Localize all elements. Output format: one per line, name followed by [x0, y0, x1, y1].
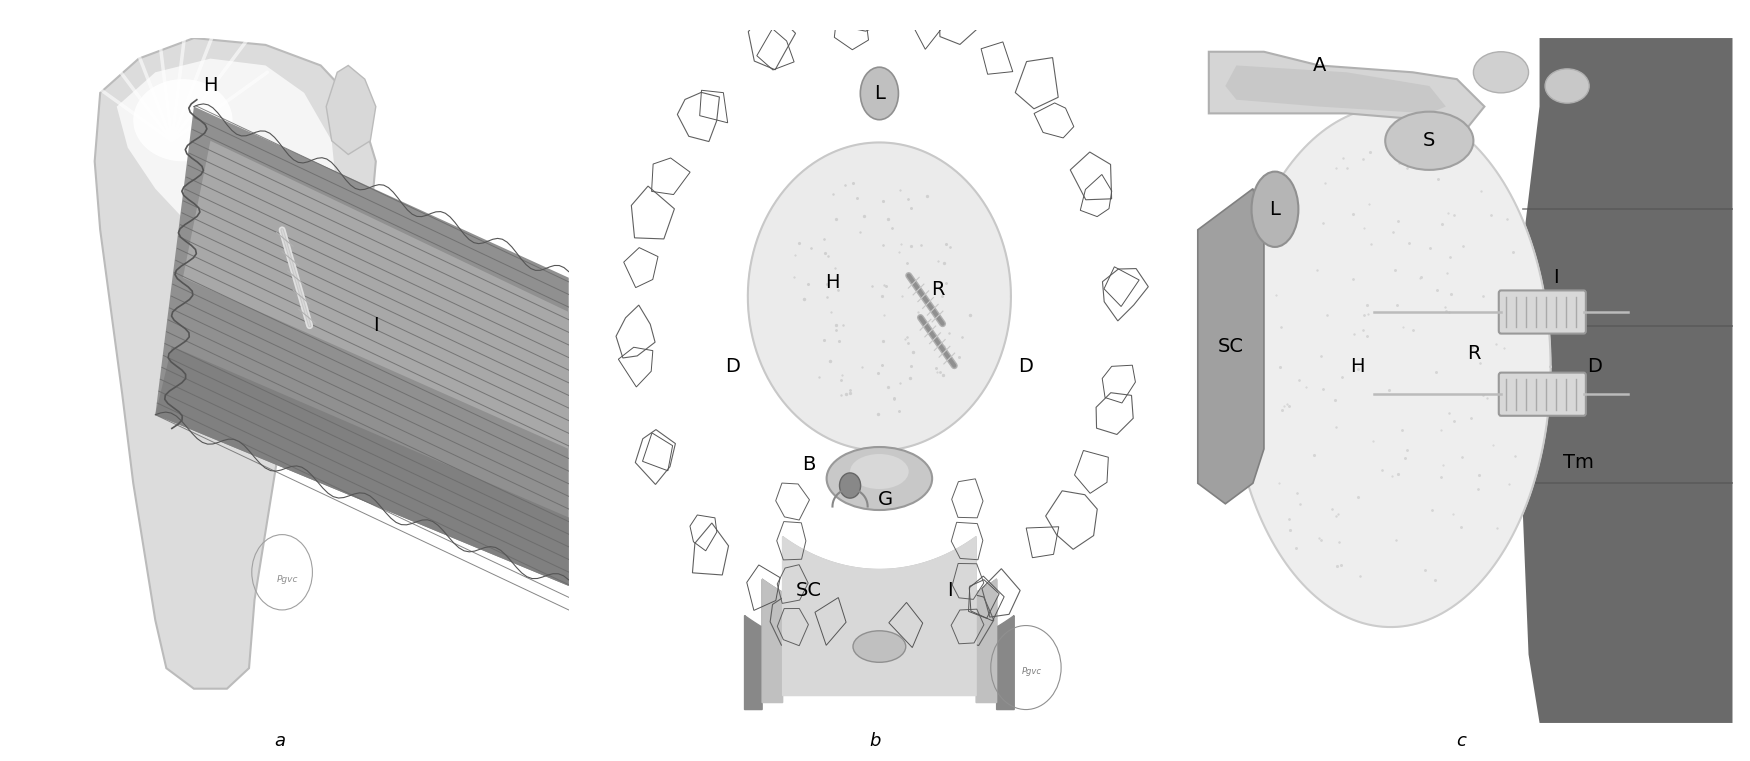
- Polygon shape: [156, 107, 569, 586]
- Text: R: R: [931, 280, 945, 299]
- Ellipse shape: [850, 454, 908, 489]
- Text: Pgvc: Pgvc: [276, 575, 298, 584]
- Text: I: I: [373, 317, 378, 335]
- Ellipse shape: [826, 447, 933, 510]
- Circle shape: [840, 473, 861, 498]
- Text: D: D: [726, 357, 740, 376]
- Ellipse shape: [852, 631, 906, 662]
- Text: c: c: [1456, 732, 1466, 750]
- Text: L: L: [1269, 200, 1281, 218]
- Text: SC: SC: [1218, 337, 1244, 355]
- Ellipse shape: [861, 67, 898, 119]
- Polygon shape: [1225, 65, 1446, 113]
- FancyBboxPatch shape: [1498, 291, 1586, 333]
- Ellipse shape: [1545, 69, 1589, 103]
- Polygon shape: [744, 579, 1015, 709]
- Text: A: A: [1312, 56, 1326, 75]
- Text: H: H: [826, 273, 840, 292]
- Text: L: L: [873, 84, 886, 103]
- Text: D: D: [1587, 358, 1603, 376]
- Text: I: I: [1554, 269, 1559, 287]
- Polygon shape: [1230, 107, 1550, 627]
- Polygon shape: [184, 141, 569, 449]
- Text: SC: SC: [796, 581, 822, 600]
- Ellipse shape: [1386, 112, 1474, 170]
- Text: Tm: Tm: [1563, 454, 1594, 472]
- Text: G: G: [878, 490, 892, 509]
- Polygon shape: [94, 38, 376, 689]
- Polygon shape: [156, 346, 569, 586]
- Polygon shape: [761, 537, 997, 702]
- Polygon shape: [747, 142, 1012, 451]
- Polygon shape: [1197, 189, 1263, 504]
- Text: S: S: [1423, 132, 1435, 150]
- Ellipse shape: [1474, 52, 1528, 93]
- Text: D: D: [1018, 357, 1032, 376]
- Ellipse shape: [133, 79, 233, 161]
- Text: H: H: [203, 77, 217, 95]
- Polygon shape: [1517, 38, 1732, 723]
- Text: a: a: [275, 732, 285, 750]
- Polygon shape: [117, 59, 338, 264]
- Text: Pgvc: Pgvc: [1022, 667, 1041, 676]
- Text: B: B: [802, 455, 816, 474]
- Polygon shape: [326, 65, 376, 154]
- Text: b: b: [870, 732, 880, 750]
- Text: H: H: [1351, 358, 1365, 376]
- Text: I: I: [947, 581, 952, 600]
- Polygon shape: [1209, 52, 1484, 127]
- Text: R: R: [1466, 344, 1480, 362]
- Polygon shape: [782, 537, 977, 696]
- FancyBboxPatch shape: [1498, 373, 1586, 416]
- Ellipse shape: [1251, 172, 1298, 247]
